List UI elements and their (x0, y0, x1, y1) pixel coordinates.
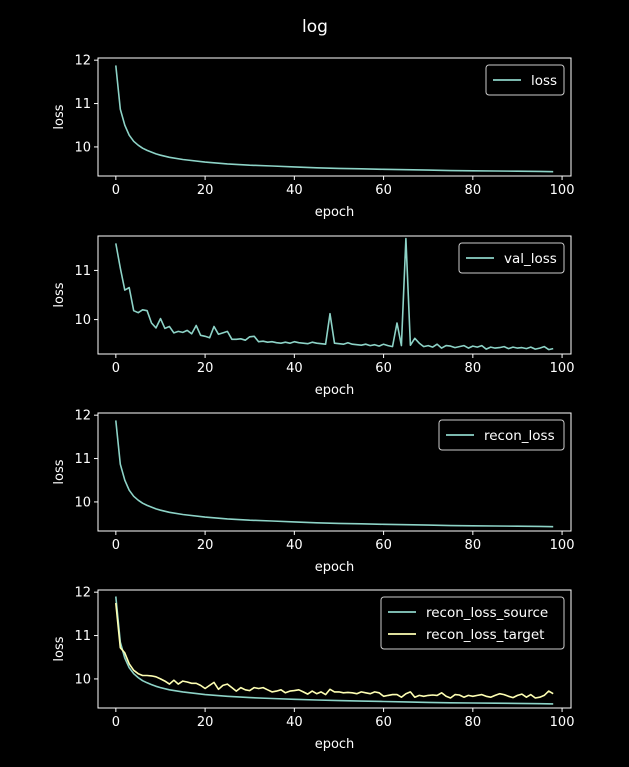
y-tick-label: 10 (74, 672, 91, 687)
y-tick-label: 10 (74, 313, 91, 328)
x-axis-label: epoch (315, 560, 355, 575)
series-lines (115, 237, 554, 351)
series-lines (115, 65, 554, 173)
y-tick-label: 11 (74, 629, 91, 644)
legend: recon_loss (438, 419, 565, 451)
x-axis-label: epoch (315, 205, 355, 220)
legend-label: val_loss (504, 251, 557, 267)
axes-frame (97, 57, 572, 177)
y-axis-label: loss (52, 636, 67, 661)
series-line-recon_loss (115, 420, 554, 528)
subplot-3: 0 20 40 60 80 100 10 11 12 epoch loss recon_loss (52, 409, 574, 575)
series-line-loss (115, 65, 554, 173)
series-lines (115, 596, 554, 705)
series-line-recon_loss_source (115, 596, 554, 705)
subplot-4: 0 20 40 60 80 100 10 11 12 epoch loss recon_loss_so… (52, 586, 574, 752)
axes-frame (97, 589, 572, 709)
series-line-recon_loss_target (115, 602, 554, 699)
legend-label: recon_loss (484, 428, 555, 444)
legend-label: recon_loss_source (426, 605, 548, 621)
x-tick-label: 100 (550, 361, 575, 376)
x-tick-label: 0 (112, 183, 120, 198)
x-tick-label: 20 (197, 361, 214, 376)
y-tick-label: 12 (74, 586, 91, 601)
figure-title: log (302, 17, 328, 37)
x-tick-label: 80 (465, 538, 482, 553)
x-tick-label: 0 (112, 715, 120, 730)
axes-frame (97, 235, 572, 355)
x-tick-label: 100 (550, 538, 575, 553)
legend-frame (458, 242, 565, 274)
legend: recon_loss_source recon_loss_target (380, 596, 565, 650)
y-tick-label: 12 (74, 54, 91, 69)
x-tick-label: 0 (112, 361, 120, 376)
y-tick-label: 11 (74, 97, 91, 112)
x-axis-label: epoch (315, 383, 355, 398)
x-tick-label: 40 (286, 361, 303, 376)
y-axis-label: loss (52, 104, 67, 129)
x-tick-label: 60 (375, 715, 392, 730)
y-tick-label: 10 (74, 495, 91, 510)
series-line-val_loss (115, 237, 554, 351)
x-tick-label: 80 (465, 715, 482, 730)
x-tick-label: 40 (286, 538, 303, 553)
y-tick-label: 11 (74, 452, 91, 467)
legend: loss (485, 64, 565, 96)
x-tick-label: 40 (286, 715, 303, 730)
axes-frame (97, 412, 572, 532)
legend-frame (438, 419, 565, 451)
y-axis-label: loss (52, 459, 67, 484)
legend: val_loss (458, 242, 565, 274)
y-tick-label: 11 (74, 264, 91, 279)
x-tick-label: 60 (375, 183, 392, 198)
series-lines (115, 420, 554, 528)
legend-frame (485, 64, 565, 96)
legend-label: recon_loss_target (426, 627, 544, 643)
legend-label: loss (531, 73, 557, 89)
subplot-2: 0 20 40 60 80 100 10 11 epoch loss val_loss (52, 235, 575, 398)
x-tick-label: 80 (465, 183, 482, 198)
y-tick-label: 10 (74, 140, 91, 155)
x-tick-label: 80 (465, 361, 482, 376)
x-tick-label: 20 (197, 183, 214, 198)
x-tick-label: 100 (550, 715, 575, 730)
y-axis-label: loss (52, 282, 67, 307)
x-tick-label: 20 (197, 715, 214, 730)
legend-frame (380, 596, 565, 650)
x-tick-label: 100 (550, 183, 575, 198)
x-tick-label: 0 (112, 538, 120, 553)
subplot-1: 0 20 40 60 80 100 10 11 12 epoch loss loss (52, 54, 574, 220)
x-tick-label: 40 (286, 183, 303, 198)
x-tick-label: 20 (197, 538, 214, 553)
x-tick-label: 60 (375, 361, 392, 376)
y-tick-label: 12 (74, 409, 91, 424)
x-axis-label: epoch (315, 737, 355, 752)
x-tick-label: 60 (375, 538, 392, 553)
